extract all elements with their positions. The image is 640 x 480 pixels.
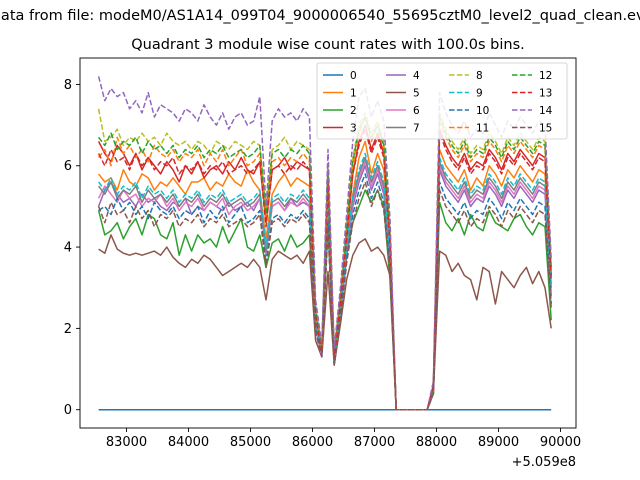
chart-suptitle: Data from file: modeM0/AS1A14_099T04_900… <box>0 8 640 24</box>
y-tick-label: 4 <box>64 241 72 256</box>
x-tick-label: 83000 <box>106 435 147 450</box>
chart-title: Quadrant 3 module wise count rates with … <box>131 37 525 53</box>
legend-label: 1 <box>350 88 357 100</box>
y-tick-label: 2 <box>64 322 72 337</box>
legend-label: 5 <box>413 88 420 100</box>
x-axis: 83000 84000 85000 86000 87000 88000 89000 90000 <box>106 428 581 450</box>
y-axis: 0 2 4 6 8 <box>64 78 80 418</box>
x-tick-label: 86000 <box>292 435 333 450</box>
x-tick-label: 89000 <box>478 435 519 450</box>
legend-label: 10 <box>476 105 489 117</box>
legend-label: 3 <box>350 123 357 135</box>
series-line-5 <box>98 234 552 411</box>
series-line-15 <box>97 181 552 411</box>
legend-label: 11 <box>476 123 489 135</box>
legend-frame <box>316 62 568 140</box>
plot-frame <box>79 57 577 429</box>
y-tick-label: 6 <box>64 159 72 174</box>
x-tick-label: 88000 <box>416 435 457 450</box>
x-tick-label: 87000 <box>354 435 395 450</box>
legend-label: 4 <box>413 70 420 82</box>
x-tick-label: 84000 <box>168 435 209 450</box>
legend-label: 14 <box>539 105 553 117</box>
x-tick-label: 90000 <box>540 435 581 450</box>
legend-label: 0 <box>350 70 357 82</box>
legend-label: 8 <box>476 70 483 82</box>
series-line-12 <box>98 116 552 411</box>
y-tick-label: 0 <box>64 403 72 418</box>
legend-label: 9 <box>476 88 483 100</box>
series-line-10 <box>98 173 552 411</box>
y-tick-label: 8 <box>64 78 72 93</box>
legend-label: 13 <box>539 88 552 100</box>
legend-label: 15 <box>539 123 552 135</box>
legend-label: 2 <box>350 105 357 117</box>
x-tick-label: 85000 <box>230 435 271 450</box>
x-axis-offset-label: +5.059e8 <box>512 455 576 470</box>
legend-label: 6 <box>413 105 420 117</box>
series-line-11 <box>98 116 552 411</box>
legend-label: 12 <box>539 70 552 82</box>
legend-label: 7 <box>413 123 420 135</box>
